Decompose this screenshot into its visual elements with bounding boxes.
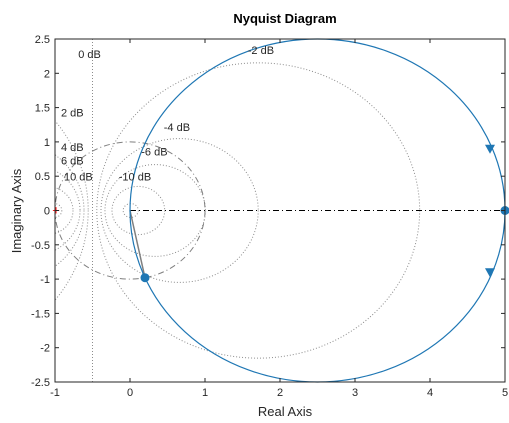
grid-db-label: -2 dB	[248, 45, 274, 57]
m-circle	[55, 203, 63, 218]
y-tick-label: 1	[44, 137, 50, 149]
m-circle	[111, 185, 166, 236]
y-tick-label: -2.5	[31, 377, 50, 389]
m-circle	[55, 170, 81, 251]
grid-db-label: -10 dB	[119, 171, 151, 183]
direction-arrow	[485, 144, 495, 154]
x-tick-label: 1	[202, 387, 208, 399]
chart-title: Nyquist Diagram	[233, 11, 336, 26]
m-circle	[55, 187, 74, 234]
x-tick-label: -1	[50, 387, 60, 399]
y-tick-label: -2	[40, 343, 50, 355]
phase-margin-line	[129, 210, 146, 278]
y-tick-label: 0.5	[35, 171, 50, 183]
m-circle	[122, 203, 139, 218]
y-tick-label: -1.5	[31, 308, 50, 320]
x-tick-label: 5	[502, 387, 508, 399]
grid-labels: 0 dB -2 dB -4 dB -6 dB -10 dB 2 dB 4 dB 6 dB 10 …	[61, 45, 274, 183]
grid-db-label: 10 dB	[64, 171, 93, 183]
m-circle	[100, 138, 259, 283]
x-tick-label: 0	[127, 387, 133, 399]
y-tick-label: 1.5	[35, 103, 50, 115]
grid-db-label: -4 dB	[164, 122, 190, 134]
grid-db-label: 6 dB	[61, 156, 84, 168]
y-axis-label: Imaginary Axis	[9, 168, 24, 253]
y-tick-label: 2.5	[35, 34, 50, 46]
curve-marker	[140, 273, 150, 283]
y-tick-label: -1	[40, 274, 50, 286]
grid-db-label: 4 dB	[61, 142, 84, 154]
x-tick-label: 3	[352, 387, 358, 399]
x-tick-label: 4	[427, 387, 433, 399]
y-tick-labels: 2.5 2 1.5 1 0.5 0 -0.5 -1 -1.5 -2 -2.5	[31, 34, 505, 389]
x-tick-label: 2	[277, 387, 283, 399]
marks-layer: +	[52, 144, 509, 283]
unit-circle	[54, 141, 505, 280]
y-tick-label: 0	[44, 206, 50, 218]
grid-db-label: 0 dB	[78, 49, 101, 61]
plot-frame	[54, 38, 506, 383]
y-tick-label: -0.5	[31, 240, 50, 252]
x-tick-labels: -1 0 1 2 3 4 5	[50, 39, 508, 399]
direction-arrow	[485, 268, 495, 278]
grid-db-label: 2 dB	[61, 108, 84, 120]
x-axis-label: Real Axis	[258, 404, 313, 419]
y-tick-label: 2	[44, 68, 50, 80]
grid-db-label: -6 dB	[141, 147, 167, 159]
m-circle	[55, 154, 85, 267]
